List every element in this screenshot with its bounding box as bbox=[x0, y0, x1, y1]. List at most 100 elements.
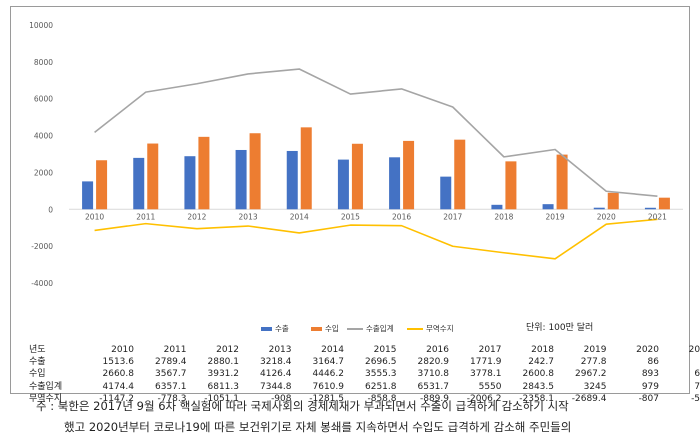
table-cell: 979 bbox=[641, 381, 659, 392]
x-tick-label: 2017 bbox=[443, 212, 462, 221]
table-header-year: 2015 bbox=[373, 345, 397, 355]
table-cell: 4174.4 bbox=[102, 381, 135, 392]
table-cell: 1513.6 bbox=[102, 357, 135, 368]
table-header-year: 2021 bbox=[688, 345, 700, 355]
table-cell: -778.3 bbox=[157, 393, 187, 404]
y-tick-label: -2000 bbox=[31, 242, 53, 251]
chart-figure: 10000 8000 6000 4000 2000 0 -2000 -4000 2010 2011… bbox=[10, 6, 700, 404]
table-cell: 6357.1 bbox=[155, 381, 187, 392]
table-header-year: 2017 bbox=[478, 345, 502, 355]
table-cell: 5550 bbox=[478, 381, 502, 392]
x-tick-label: 2011 bbox=[136, 212, 155, 221]
y-tick-label: 0 bbox=[48, 205, 53, 214]
bar-import bbox=[403, 140, 415, 210]
table-cell: 3555.3 bbox=[365, 369, 397, 380]
bar-export bbox=[82, 181, 94, 210]
table-cell: 3710.8 bbox=[417, 369, 450, 380]
table-row-balance: 무역수지 -1147.2 -778.3 -1051.1 -908 -1281.5 -858… bbox=[29, 393, 700, 405]
table-cell: 2789.4 bbox=[155, 357, 187, 368]
table-header-label: 년도 bbox=[29, 345, 46, 355]
bar-import bbox=[607, 192, 619, 210]
table-cell: 3245 bbox=[583, 381, 607, 392]
table-cell: -889.9 bbox=[419, 393, 449, 404]
table-row-export: 수출 1513.6 2789.4 2880.1 3218.4 3164.7 2696.5 2… bbox=[29, 356, 684, 368]
bar-import bbox=[351, 143, 363, 210]
table-header-year: 2018 bbox=[531, 345, 554, 355]
table-header-year: 2016 bbox=[426, 345, 449, 355]
y-tick-label: 6000 bbox=[34, 95, 53, 104]
bar-export bbox=[644, 207, 656, 210]
table-row-import: 수입 2660.8 3567.7 3931.2 4126.4 4446.2 3555.3 3… bbox=[29, 368, 700, 380]
table-cell: 6811.3 bbox=[207, 381, 240, 392]
table-cell: 1771.9 bbox=[470, 357, 502, 368]
x-tick-label: 2014 bbox=[290, 212, 309, 221]
bar-export bbox=[491, 204, 503, 210]
table-cell: -807 bbox=[638, 393, 659, 404]
bar-import bbox=[96, 160, 108, 210]
table-row-label: 수출입계 bbox=[29, 381, 63, 392]
legend-swatch-total bbox=[347, 327, 363, 330]
legend-label-total: 수출입계 bbox=[366, 324, 394, 333]
y-tick-label: -4000 bbox=[31, 279, 53, 288]
table-cell: 3164.7 bbox=[312, 357, 345, 368]
x-tick-label: 2013 bbox=[239, 212, 258, 221]
bar-export bbox=[235, 149, 247, 210]
table-cell: 4126.4 bbox=[260, 369, 292, 380]
legend-swatch-balance bbox=[407, 327, 423, 330]
table-header-year: 2012 bbox=[216, 345, 239, 355]
bar-export bbox=[440, 176, 452, 210]
legend-item-export: 수출 bbox=[261, 323, 289, 334]
x-tick-label: 2012 bbox=[187, 212, 206, 221]
bar-export bbox=[593, 207, 605, 210]
x-tick-label: 2016 bbox=[392, 212, 411, 221]
y-tick-label: 8000 bbox=[34, 58, 53, 67]
table-cell: -548 bbox=[691, 393, 700, 404]
table-cell: -1051.1 bbox=[204, 393, 239, 404]
table-cell: 630 bbox=[694, 369, 700, 380]
table-header-row: 년도 2010 2011 2012 2013 2014 2015 2016 2017 2018 2… bbox=[29, 344, 700, 356]
table-cell: -1147.2 bbox=[99, 393, 134, 404]
table-cell: -1281.5 bbox=[309, 393, 344, 404]
legend-item-balance: 무역수지 bbox=[407, 323, 454, 334]
table-cell: 2880.1 bbox=[207, 357, 240, 368]
bar-import bbox=[505, 161, 517, 210]
bar-import bbox=[300, 127, 312, 210]
table-cell: -908 bbox=[271, 393, 292, 404]
table-row-label: 무역수지 bbox=[29, 393, 63, 404]
chart-legend: 수출 수입 수출입계 무역수지 bbox=[261, 323, 471, 337]
table-cell: 3218.4 bbox=[260, 357, 292, 368]
x-tick-label: 2018 bbox=[494, 212, 513, 221]
table-cell: 893 bbox=[641, 369, 659, 380]
x-tick-label: 2020 bbox=[597, 212, 616, 221]
table-header-year: 2013 bbox=[268, 345, 292, 355]
bar-import bbox=[658, 197, 670, 210]
table-cell: 3931.2 bbox=[207, 369, 240, 380]
table-cell: 2967.2 bbox=[575, 369, 607, 380]
bar-export bbox=[286, 150, 298, 210]
table-row-label: 수출 bbox=[29, 357, 46, 368]
y-tick-label: 10000 bbox=[29, 21, 53, 30]
x-tick-label: 2021 bbox=[648, 212, 667, 221]
legend-item-total: 수출입계 bbox=[347, 323, 394, 334]
y-tick-label: 2000 bbox=[34, 168, 53, 177]
legend-item-import: 수입 bbox=[311, 323, 339, 334]
table-cell: 3778.1 bbox=[470, 369, 502, 380]
table-header-year: 2020 bbox=[636, 345, 659, 355]
table-cell: 6251.8 bbox=[365, 381, 397, 392]
x-tick-label: 2010 bbox=[85, 212, 104, 221]
table-cell: 6531.7 bbox=[417, 381, 450, 392]
table-cell: 82 bbox=[662, 356, 700, 368]
table-cell: 86 bbox=[647, 357, 659, 368]
chart-plot: 10000 8000 6000 4000 2000 0 -2000 -4000 2010 2011… bbox=[29, 21, 683, 288]
bar-export bbox=[542, 204, 554, 210]
table-row-label: 수입 bbox=[29, 369, 46, 380]
unit-note: 단위: 100만 달러 bbox=[526, 323, 594, 333]
table-cell: 7344.8 bbox=[260, 381, 292, 392]
table-header-year: 2019 bbox=[583, 345, 607, 355]
table-cell: 712 bbox=[694, 381, 700, 392]
legend-swatch-export bbox=[261, 326, 272, 331]
table-header-year: 2014 bbox=[321, 345, 344, 355]
table-cell: -2689.4 bbox=[571, 393, 607, 404]
table-header-year: 2010 bbox=[111, 345, 134, 355]
footnote: 주 : 북한은 2017년 9월 6차 핵실험에 따라 국제사회의 경제제재가 … bbox=[36, 396, 686, 438]
